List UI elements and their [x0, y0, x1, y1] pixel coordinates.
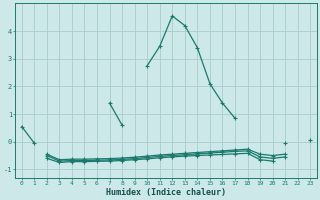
X-axis label: Humidex (Indice chaleur): Humidex (Indice chaleur)	[106, 188, 226, 197]
